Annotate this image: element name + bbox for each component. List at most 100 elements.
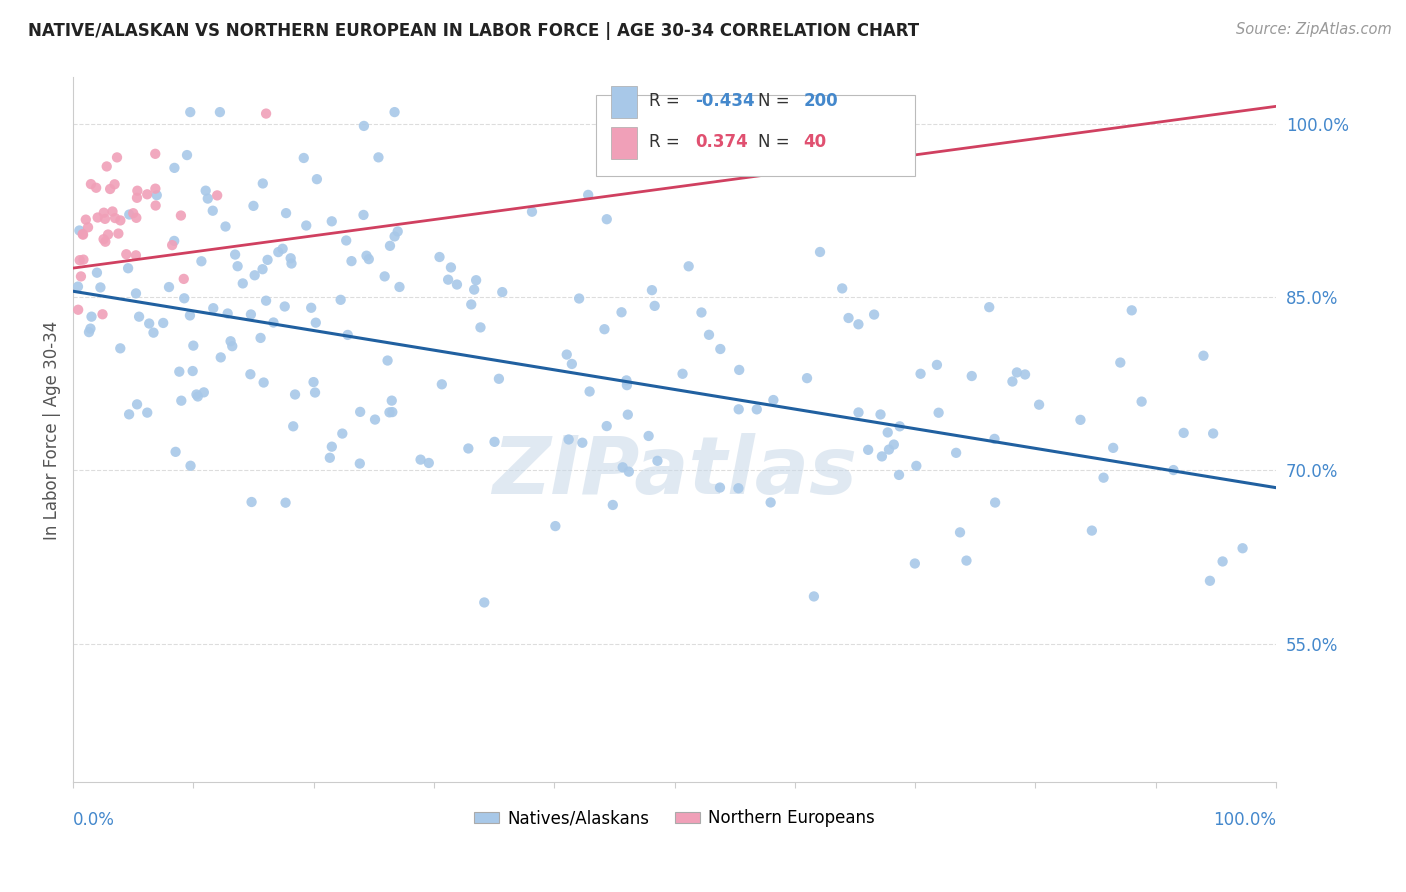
Point: [173, 291, 195, 305]
Point: [1192, 349, 1215, 363]
Point: [329, 293, 352, 307]
Point: [125, 211, 148, 225]
Point: [197, 192, 219, 206]
Point: [561, 357, 583, 371]
Point: [321, 440, 343, 454]
Point: [186, 387, 208, 401]
Point: [183, 338, 205, 352]
Point: [1130, 394, 1153, 409]
Point: [96, 160, 118, 174]
Point: [136, 187, 159, 202]
Text: 40: 40: [803, 133, 827, 151]
Point: [353, 208, 375, 222]
Point: [217, 306, 239, 320]
Point: [870, 450, 893, 464]
Point: [80, 177, 103, 191]
Point: [728, 363, 751, 377]
Point: [353, 119, 375, 133]
Point: [378, 239, 401, 253]
Point: [152, 316, 174, 330]
FancyBboxPatch shape: [596, 95, 915, 176]
Point: [143, 146, 166, 161]
Point: [239, 308, 262, 322]
Point: [209, 351, 232, 365]
Point: [226, 259, 249, 273]
Point: [472, 595, 495, 609]
Point: [1212, 554, 1234, 568]
Point: [190, 254, 212, 268]
Point: [128, 310, 150, 324]
Point: [418, 456, 440, 470]
Point: [838, 310, 860, 325]
Point: [94, 211, 117, 226]
Point: [1232, 541, 1254, 556]
Point: [136, 406, 159, 420]
Point: [319, 450, 342, 465]
Point: [831, 281, 853, 295]
Point: [889, 419, 911, 434]
Point: [138, 317, 160, 331]
Point: [110, 342, 132, 356]
Point: [243, 268, 266, 283]
Point: [364, 412, 387, 426]
Point: [759, 495, 782, 509]
Point: [72, 227, 94, 242]
Point: [340, 254, 363, 268]
Point: [214, 219, 236, 234]
Point: [803, 590, 825, 604]
Point: [75, 212, 97, 227]
Point: [173, 272, 195, 286]
Point: [249, 331, 271, 345]
Point: [274, 496, 297, 510]
Point: [93, 232, 115, 246]
Point: [377, 353, 399, 368]
Point: [104, 211, 127, 225]
Point: [910, 367, 932, 381]
Text: N =: N =: [758, 92, 794, 110]
Point: [357, 252, 380, 266]
Text: NATIVE/ALASKAN VS NORTHERN EUROPEAN IN LABOR FORCE | AGE 30-34 CORRELATION CHART: NATIVE/ALASKAN VS NORTHERN EUROPEAN IN L…: [28, 22, 920, 40]
Point: [239, 368, 262, 382]
Point: [72, 252, 94, 267]
Point: [727, 402, 749, 417]
Point: [101, 204, 124, 219]
Point: [610, 305, 633, 319]
Point: [194, 184, 217, 198]
Bar: [610, 87, 637, 118]
Point: [254, 293, 277, 308]
Point: [180, 458, 202, 473]
Point: [118, 408, 141, 422]
Point: [70, 269, 93, 284]
Point: [127, 184, 149, 198]
Point: [304, 385, 326, 400]
Point: [384, 229, 406, 244]
Point: [578, 384, 600, 399]
Point: [201, 203, 224, 218]
Point: [252, 262, 274, 277]
Text: -0.434: -0.434: [695, 92, 755, 110]
Point: [321, 214, 343, 228]
Point: [79, 321, 101, 335]
Point: [641, 283, 664, 297]
Point: [616, 373, 638, 387]
Point: [384, 105, 406, 120]
Point: [77, 220, 100, 235]
Point: [697, 327, 720, 342]
Point: [460, 297, 482, 311]
Point: [305, 316, 328, 330]
Point: [440, 260, 463, 275]
Point: [367, 150, 389, 164]
Point: [808, 244, 831, 259]
Point: [115, 247, 138, 261]
Point: [86, 211, 108, 225]
Point: [617, 465, 640, 479]
Point: [107, 227, 129, 241]
Point: [125, 191, 148, 205]
Point: [388, 280, 411, 294]
Text: 100.0%: 100.0%: [1213, 811, 1277, 829]
Point: [709, 342, 731, 356]
Legend: Natives/Alaskans, Northern Europeans: Natives/Alaskans, Northern Europeans: [468, 803, 882, 834]
Text: Source: ZipAtlas.com: Source: ZipAtlas.com: [1236, 22, 1392, 37]
Point: [437, 273, 460, 287]
Point: [491, 285, 513, 299]
